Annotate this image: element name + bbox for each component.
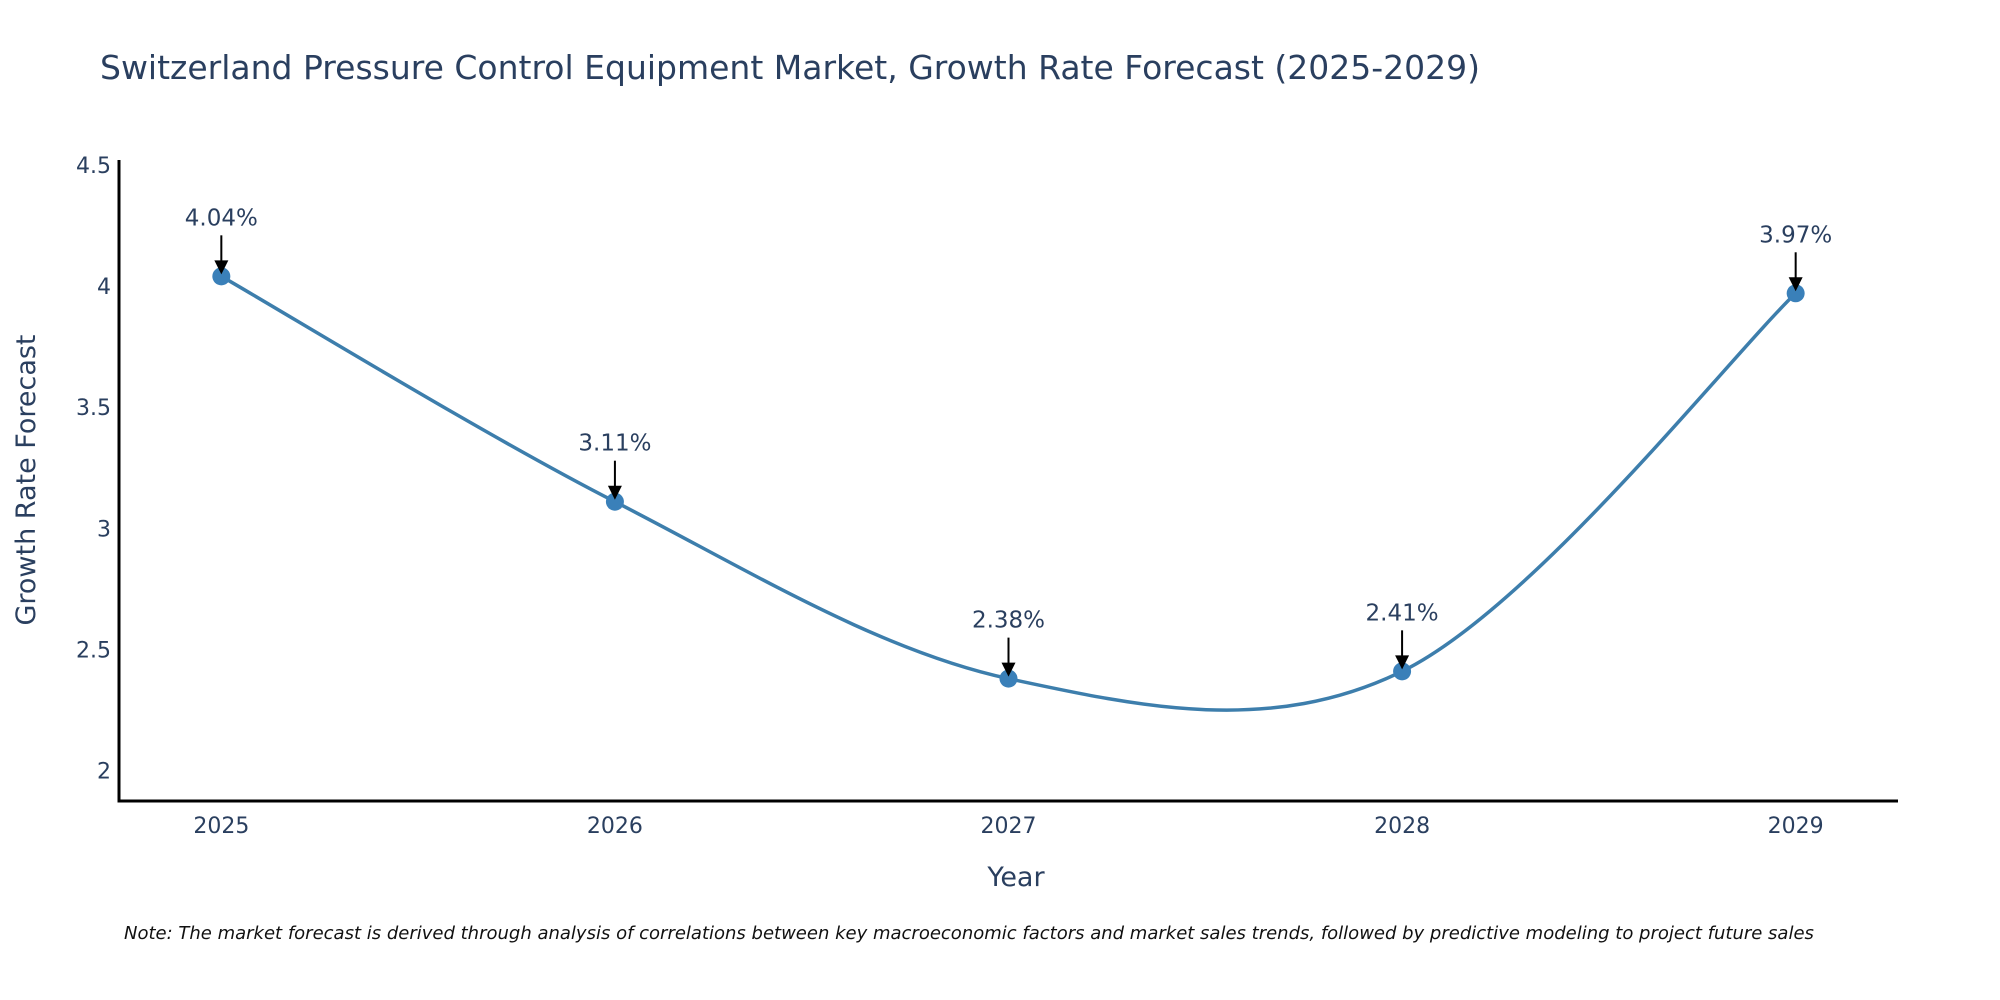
x-tick-label: 2026 <box>587 814 643 839</box>
annotation-label: 3.97% <box>1759 222 1832 248</box>
chart-title: Switzerland Pressure Control Equipment M… <box>100 48 1480 87</box>
x-axis-title: Year <box>986 862 1045 893</box>
data-point-marker[interactable] <box>1393 662 1412 681</box>
data-point-marker[interactable] <box>1786 284 1805 303</box>
x-tick-label: 2025 <box>193 814 249 839</box>
y-tick-label: 4 <box>97 275 111 300</box>
y-tick-label: 3.5 <box>76 396 111 421</box>
footnote: Note: The market forecast is derived thr… <box>124 923 1814 944</box>
data-annotations: 4.04% 3.11% 2.38% 2.41% 3.97% <box>185 205 1832 677</box>
x-tick-label: 2029 <box>1768 814 1824 839</box>
y-tick-label: 2.5 <box>76 639 111 664</box>
data-point-marker[interactable] <box>212 267 231 286</box>
data-annotation: 3.97% <box>1759 222 1832 292</box>
series-markers <box>212 267 1805 688</box>
y-tick-label: 2 <box>97 760 111 785</box>
y-axis-title: Growth Rate Forecast <box>11 334 42 625</box>
arrow-head-icon <box>1788 277 1803 292</box>
y-tick-label: 3 <box>97 517 111 542</box>
data-annotation: 2.38% <box>972 608 1045 677</box>
data-annotation: 4.04% <box>185 205 258 275</box>
arrow-head-icon <box>1395 655 1410 670</box>
data-point-marker[interactable] <box>999 669 1018 688</box>
x-tick-label: 2027 <box>981 814 1037 839</box>
annotation-label: 4.04% <box>185 205 258 231</box>
arrow-head-icon <box>607 485 622 500</box>
arrow-head-icon <box>214 260 229 275</box>
annotation-label: 2.38% <box>972 608 1045 634</box>
x-tick-label: 2028 <box>1374 814 1430 839</box>
y-axis-ticks: 2 2.5 3 3.5 4 4.5 <box>76 154 111 785</box>
annotation-label: 3.11% <box>578 431 651 457</box>
x-axis-ticks: 2025 2026 2027 2028 2029 <box>193 814 1823 839</box>
arrow-head-icon <box>1001 662 1016 677</box>
data-annotation: 3.11% <box>578 431 651 500</box>
data-point-marker[interactable] <box>605 492 624 511</box>
data-annotation: 2.41% <box>1366 600 1439 670</box>
annotation-label: 2.41% <box>1366 600 1439 626</box>
y-tick-label: 4.5 <box>76 154 111 179</box>
